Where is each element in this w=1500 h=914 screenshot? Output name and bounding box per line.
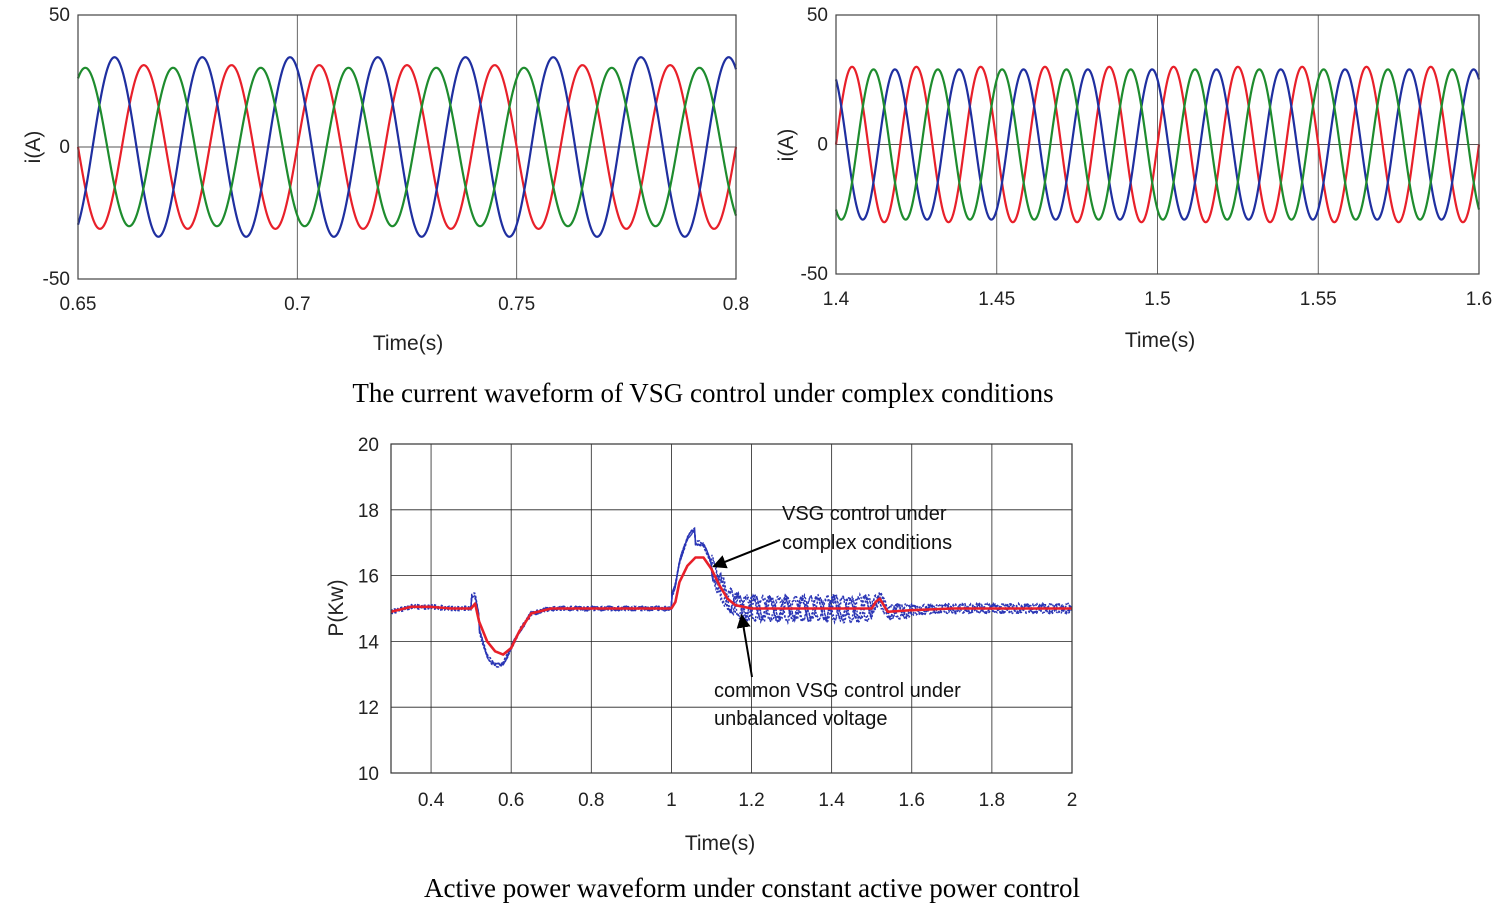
annotation-line-2: complex conditions [782,532,952,554]
series-line-phase-c [76,66,738,228]
x-tick-label: 1.6 [1466,289,1492,310]
series-line-phase-b [834,68,1481,221]
x-tick-label: 0.75 [498,294,535,315]
y-tick-label: 10 [358,764,379,785]
x-tick-label: 1.6 [899,790,925,811]
tick-labels: 1.4 1.45 1.5 1.55 1.6 -50 0 50 [801,5,1493,310]
series-line-common-vsg [390,529,1073,666]
annotation-line-1: VSG control under [782,503,947,525]
y-axis-label: i(A) [775,129,798,162]
series-group [834,65,1481,224]
x-tick-label: 1.55 [1300,289,1337,310]
tick-labels: 0.65 0.7 0.75 0.8 -50 0 50 [43,5,750,315]
y-tick-label: 14 [358,632,380,653]
y-axis-label: i(A) [22,131,45,164]
x-tick-label: 1.2 [738,790,764,811]
annotation-arrow [712,539,781,569]
annotation-common-vsg: common VSG control under unbalanced volt… [714,613,961,730]
y-tick-label: 18 [358,501,379,522]
series-group [76,56,738,238]
series-line-phase-c [834,68,1481,221]
x-tick-label: 0.8 [578,790,604,811]
series-line-common-vsg [390,527,1073,667]
active-power-chart: 0.4 0.6 0.8 1 1.2 1.4 1.6 1.8 2 10 12 14 16 18 20 P(Kw… [325,435,1077,855]
series-vsg-complex [390,556,1072,656]
tick-labels: 0.4 0.6 0.8 1 1.2 1.4 1.6 1.8 2 10 12 14 16 18 20 [358,435,1077,811]
x-tick-label: 0.7 [284,294,310,315]
y-tick-label: 16 [358,567,379,588]
current-chart-right: 1.4 1.45 1.5 1.55 1.6 -50 0 50 i(A) Time(s) [775,5,1492,352]
annotation-arrow [736,613,753,678]
x-tick-label: 1.4 [818,790,845,811]
y-tick-label: 0 [817,135,828,156]
x-tick-label: 0.8 [723,294,749,315]
x-tick-label: 1 [666,790,677,811]
series-line-phase-a [834,65,1481,224]
x-axis-label: Time(s) [685,832,755,855]
x-axis-label: Time(s) [1125,329,1195,352]
plot-frame [390,443,1073,774]
y-tick-label: 0 [59,137,70,158]
y-axis-label: P(Kw) [325,579,348,636]
series-line-common-vsg [390,528,1073,666]
caption-bottom: Active power waveform under constant act… [424,873,1080,903]
x-tick-label: 0.4 [418,790,445,811]
series-line-common-vsg [390,526,1073,668]
x-tick-label: 1.5 [1144,289,1170,310]
y-tick-label: 50 [807,5,828,26]
caption-top: The current waveform of VSG control unde… [352,378,1053,408]
x-tick-label: 0.65 [60,294,97,315]
series-line-phase-a [76,64,738,230]
x-tick-label: 0.6 [498,790,524,811]
grid-lines [78,15,736,279]
annotation-line-2: unbalanced voltage [714,708,887,730]
x-tick-label: 1.4 [823,289,850,310]
y-tick-label: -50 [801,264,828,285]
annotation-vsg-complex: VSG control under complex conditions [712,503,952,569]
y-tick-label: 20 [358,435,379,456]
y-tick-label: 12 [358,698,379,719]
y-tick-label: -50 [43,269,70,290]
y-tick-label: 50 [49,5,70,26]
x-tick-label: 1.45 [978,289,1015,310]
x-tick-label: 1.8 [979,790,1005,811]
x-axis-label: Time(s) [373,332,443,355]
series-line-common-vsg [390,527,1073,667]
plot-frame [835,14,1480,275]
plot-frame [77,14,737,280]
series-line-common-vsg [390,529,1073,668]
series-common-vsg [390,526,1073,668]
series-line-vsg-complex [390,556,1072,656]
annotation-line-1: common VSG control under [714,680,961,702]
current-chart-left: 0.65 0.7 0.75 0.8 -50 0 50 i(A) Time(s) [22,5,749,355]
x-tick-label: 2 [1067,790,1078,811]
series-line-common-vsg [390,526,1073,667]
